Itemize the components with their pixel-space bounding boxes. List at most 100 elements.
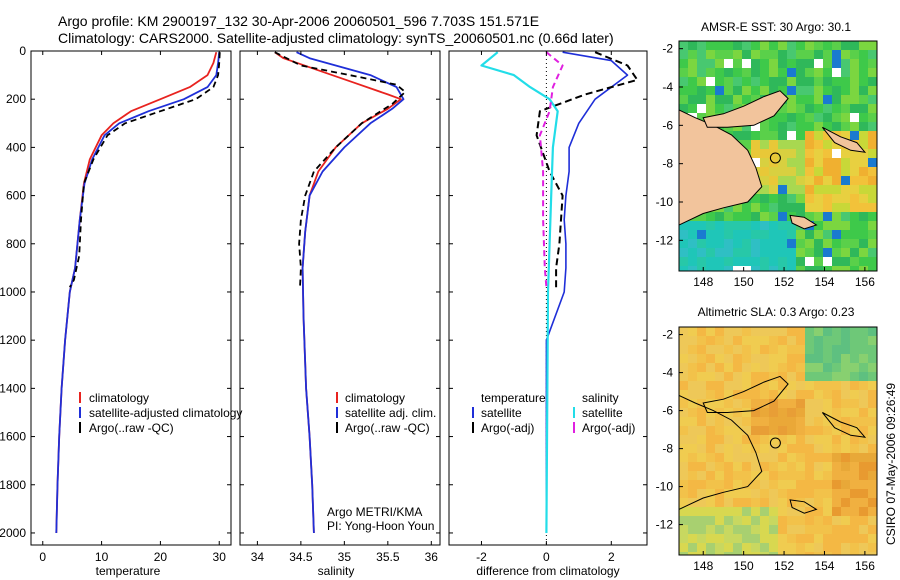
map-cell xyxy=(868,327,877,336)
map-cell xyxy=(760,203,769,212)
map-cell xyxy=(733,221,742,230)
map-cell xyxy=(724,95,733,104)
sst-map-frame xyxy=(678,40,878,272)
map-cell xyxy=(706,471,715,480)
map-cell xyxy=(814,453,823,462)
map-cell xyxy=(688,41,697,50)
map-cell xyxy=(823,498,832,507)
map-cell xyxy=(697,50,706,59)
map-cell xyxy=(760,534,769,543)
map-cell xyxy=(859,426,868,435)
map-cell xyxy=(679,336,688,345)
map-cell xyxy=(715,104,724,113)
map-cell xyxy=(832,68,841,77)
map-cell xyxy=(715,50,724,59)
map-cell xyxy=(868,498,877,507)
map-cell xyxy=(769,327,778,336)
map-cell xyxy=(778,185,787,194)
map-cell xyxy=(724,354,733,363)
map-cell xyxy=(832,534,841,543)
map-cell xyxy=(760,230,769,239)
map-cell xyxy=(769,435,778,444)
map-cell xyxy=(814,543,823,552)
map-cell xyxy=(760,426,769,435)
map-cell xyxy=(778,41,787,50)
map-cell xyxy=(859,534,868,543)
map-cell xyxy=(805,41,814,50)
map-cell xyxy=(769,390,778,399)
map-cell xyxy=(868,257,877,266)
map-cell xyxy=(841,372,850,381)
y-tick-label: 0 xyxy=(19,44,26,58)
map-cell xyxy=(832,453,841,462)
map-cell xyxy=(733,498,742,507)
map-cell xyxy=(805,140,814,149)
map-cell xyxy=(706,444,715,453)
map-cell xyxy=(706,426,715,435)
y-tick-label: -12 xyxy=(656,233,674,247)
map-cell xyxy=(688,399,697,408)
map-cell xyxy=(742,462,751,471)
map-cell xyxy=(814,498,823,507)
map-cell xyxy=(823,408,832,417)
map-cell xyxy=(832,363,841,372)
map-cell xyxy=(742,77,751,86)
map-cell xyxy=(733,534,742,543)
map-cell xyxy=(769,176,778,185)
map-cell xyxy=(715,399,724,408)
map-cell xyxy=(769,543,778,552)
map-cell xyxy=(805,50,814,59)
map-cell xyxy=(697,408,706,417)
map-cell xyxy=(805,104,814,113)
map-cell xyxy=(814,140,823,149)
map-cell xyxy=(688,453,697,462)
y-tick-label: -6 xyxy=(662,118,673,132)
map-cell xyxy=(796,248,805,257)
map-cell xyxy=(724,327,733,336)
map-cell xyxy=(751,534,760,543)
map-cell xyxy=(760,50,769,59)
map-cell xyxy=(733,239,742,248)
map-cell xyxy=(823,489,832,498)
map-cell xyxy=(715,248,724,257)
series-line-argo-raw-qc- xyxy=(69,52,221,288)
map-cell xyxy=(688,104,697,113)
map-cell xyxy=(715,372,724,381)
map-cell xyxy=(796,399,805,408)
map-cell xyxy=(859,194,868,203)
map-cell xyxy=(706,50,715,59)
map-cell xyxy=(787,230,796,239)
map-cell xyxy=(769,239,778,248)
map-cell xyxy=(823,77,832,86)
map-cell xyxy=(724,390,733,399)
map-cell xyxy=(697,248,706,257)
map-cell xyxy=(706,462,715,471)
map-cell xyxy=(787,59,796,68)
map-cell xyxy=(787,399,796,408)
map-cell xyxy=(760,390,769,399)
map-cell xyxy=(832,507,841,516)
map-cell xyxy=(787,68,796,77)
map-cell xyxy=(724,426,733,435)
map-cell xyxy=(778,390,787,399)
temperature-legend: climatology satellite-adjusted climatolo… xyxy=(79,391,242,435)
map-cell xyxy=(751,77,760,86)
map-cell xyxy=(859,471,868,480)
map-cell xyxy=(679,77,688,86)
map-cell xyxy=(796,194,805,203)
map-cell xyxy=(742,41,751,50)
map-cell xyxy=(841,41,850,50)
series-line-satellite-adj-clim- xyxy=(296,51,405,534)
map-cell xyxy=(841,363,850,372)
map-cell xyxy=(751,50,760,59)
series-line-salinity-satellite xyxy=(480,51,559,534)
map-cell xyxy=(769,363,778,372)
map-cell xyxy=(679,104,688,113)
map-cell xyxy=(733,131,742,140)
map-cell xyxy=(850,176,859,185)
map-cell xyxy=(796,435,805,444)
map-cell xyxy=(769,516,778,525)
map-cell xyxy=(805,77,814,86)
map-cell xyxy=(769,507,778,516)
map-cell xyxy=(814,158,823,167)
